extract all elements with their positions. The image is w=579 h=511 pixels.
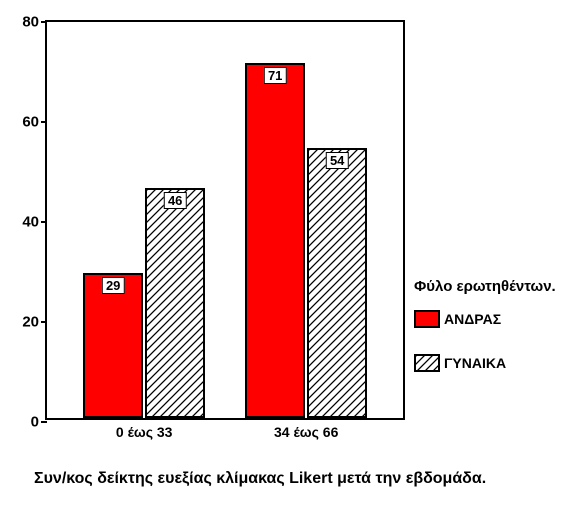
bar-ΑΝΔΡΑΣ: 29 [83, 273, 143, 418]
y-tick-mark [41, 421, 47, 423]
bar-value-label: 54 [326, 152, 348, 169]
y-tick-label: 20 [9, 314, 39, 331]
legend-swatch [414, 310, 440, 328]
legend-title: Φύλο ερωτηθέντων. [414, 278, 556, 295]
y-tick-mark [41, 321, 47, 323]
legend-item: ΑΝΔΡΑΣ [414, 310, 501, 328]
y-tick-mark [41, 21, 47, 23]
x-tick-label: 0 έως 33 [116, 424, 173, 440]
y-tick-mark [41, 221, 47, 223]
legend-item: ΓΥΝΑΙΚΑ [414, 354, 506, 372]
plot-area: 0204060800 έως 33294634 έως 667154 [45, 20, 405, 420]
bar-value-label: 29 [102, 277, 124, 294]
y-tick-label: 60 [9, 114, 39, 131]
x-tick-label: 34 έως 66 [274, 424, 338, 440]
legend-swatch [414, 354, 440, 372]
legend-label: ΓΥΝΑΙΚΑ [444, 355, 506, 371]
chart-canvas: 0 20 40 60 80 0 έως 33 29 46 34 έως 66 71 54 Φύλο ε… [0, 0, 579, 511]
y-tick-mark [41, 121, 47, 123]
legend-label: ΑΝΔΡΑΣ [444, 311, 501, 327]
y-tick-label: 40 [9, 214, 39, 231]
bar-ΑΝΔΡΑΣ: 71 [245, 63, 305, 418]
y-tick-label: 80 [9, 14, 39, 31]
bar-ΓΥΝΑΙΚΑ: 46 [145, 188, 205, 418]
y-tick-label: 0 [9, 414, 39, 431]
bar-value-label: 46 [164, 192, 186, 209]
bar-ΓΥΝΑΙΚΑ: 54 [307, 148, 367, 418]
bar-value-label: 71 [264, 67, 286, 84]
chart-caption: Συν/κος δείκτης ευεξίας κλίμακας Likert … [34, 470, 486, 488]
